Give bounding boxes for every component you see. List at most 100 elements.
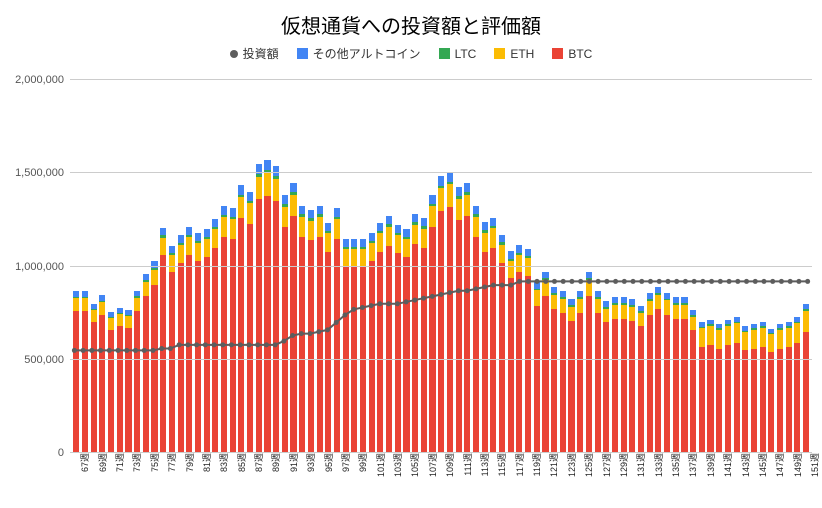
bar-segment-btc: [230, 239, 236, 453]
bar: [786, 80, 792, 453]
bar: [317, 80, 323, 453]
bar-slot: 109週: [437, 80, 446, 453]
bar-segment-alt: [403, 229, 409, 237]
bar-slot: 97週: [333, 80, 342, 453]
bar: [499, 80, 505, 453]
bar-segment-eth: [360, 249, 366, 267]
x-axis-label: 143週: [737, 453, 752, 477]
bar: [204, 80, 210, 453]
bar-slot: 81週: [194, 80, 203, 453]
bar-segment-alt: [238, 185, 244, 194]
bar: [777, 80, 783, 453]
bar-slot: [150, 80, 159, 453]
bar-slot: [654, 80, 663, 453]
bar-segment-eth: [212, 229, 218, 248]
bar-segment-alt: [186, 227, 192, 235]
bar: [377, 80, 383, 453]
bar-segment-btc: [151, 285, 157, 453]
bar-slot: [793, 80, 802, 453]
bar: [412, 80, 418, 453]
bar-segment-alt: [299, 206, 305, 215]
x-axis-label: 117週: [511, 453, 526, 476]
bar-slot: [724, 80, 733, 453]
bar: [421, 80, 427, 453]
bar-segment-alt: [264, 160, 270, 170]
bar-slot: [115, 80, 124, 453]
bar-slot: 117週: [506, 80, 515, 453]
legend-item-alt: その他アルトコイン: [297, 45, 421, 62]
x-axis-label: 67週: [76, 453, 91, 472]
bar-segment-btc: [186, 255, 192, 453]
bar-segment-eth: [551, 295, 557, 310]
bar-segment-eth: [143, 282, 149, 297]
bar-segment-eth: [73, 298, 79, 311]
bar-slot: 85週: [228, 80, 237, 453]
bar-slot: [254, 80, 263, 453]
bar: [751, 80, 757, 453]
bar-segment-eth: [204, 239, 210, 257]
bar-segment-eth: [760, 328, 766, 347]
bar: [542, 80, 548, 453]
x-axis-label: 109週: [441, 453, 456, 477]
bar-segment-alt: [282, 195, 288, 204]
bar-slot: 105週: [402, 80, 411, 453]
bar-slot: 71週: [107, 80, 116, 453]
bar-segment-btc: [143, 296, 149, 453]
bar-segment-btc: [299, 237, 305, 453]
bar-segment-eth: [542, 280, 548, 296]
bar-segment-alt: [516, 245, 522, 252]
bar-segment-btc: [343, 267, 349, 454]
bar-segment-btc: [725, 345, 731, 453]
bar: [647, 80, 653, 453]
bar-segment-eth: [516, 255, 522, 273]
bar-segment-eth: [786, 328, 792, 347]
x-axis-label: 147週: [771, 453, 786, 477]
bar-segment-btc: [742, 350, 748, 453]
x-axis-label: 83週: [215, 453, 230, 472]
bar-segment-alt: [499, 235, 505, 243]
bar-segment-eth: [464, 195, 470, 217]
bar-segment-eth: [690, 317, 696, 330]
bar-slot: [185, 80, 194, 453]
bar-segment-btc: [99, 315, 105, 453]
bar-slot: 121週: [541, 80, 550, 453]
bar-segment-btc: [256, 199, 262, 453]
bar-slot: 139週: [698, 80, 707, 453]
bar-segment-alt: [386, 216, 392, 224]
bar: [343, 80, 349, 453]
bar-segment-btc: [238, 218, 244, 453]
bar-slot: [446, 80, 455, 453]
bar-segment-eth: [125, 316, 131, 328]
bar-slot: [550, 80, 559, 453]
x-axis-label: 95週: [320, 453, 335, 472]
bar-segment-eth: [768, 334, 774, 352]
bar: [794, 80, 800, 453]
bar-slot: 143週: [732, 80, 741, 453]
bar-segment-btc: [525, 276, 531, 453]
bar-segment-btc: [447, 207, 453, 453]
bar-segment-btc: [551, 309, 557, 453]
bar-segment-alt: [525, 249, 531, 256]
bar: [360, 80, 366, 453]
bar-slot: [463, 80, 472, 453]
bar-segment-alt: [290, 183, 296, 192]
bar-segment-eth: [525, 258, 531, 275]
bar-slot: 119週: [524, 80, 533, 453]
bar-segment-btc: [195, 261, 201, 453]
bar-segment-btc: [317, 237, 323, 453]
bar-segment-btc: [534, 306, 540, 453]
bar-slot: [567, 80, 576, 453]
bar-segment-btc: [395, 253, 401, 453]
bar: [664, 80, 670, 453]
bar-segment-eth: [612, 305, 618, 319]
bar-slot: [671, 80, 680, 453]
bar-segment-btc: [334, 239, 340, 453]
bar-segment-eth: [377, 233, 383, 252]
bar-slot: 147週: [767, 80, 776, 453]
bar-slot: 83週: [211, 80, 220, 453]
bar-segment-alt: [343, 239, 349, 246]
x-axis-label: 129週: [615, 453, 630, 477]
bar: [621, 80, 627, 453]
bar: [734, 80, 740, 453]
bar: [586, 80, 592, 453]
